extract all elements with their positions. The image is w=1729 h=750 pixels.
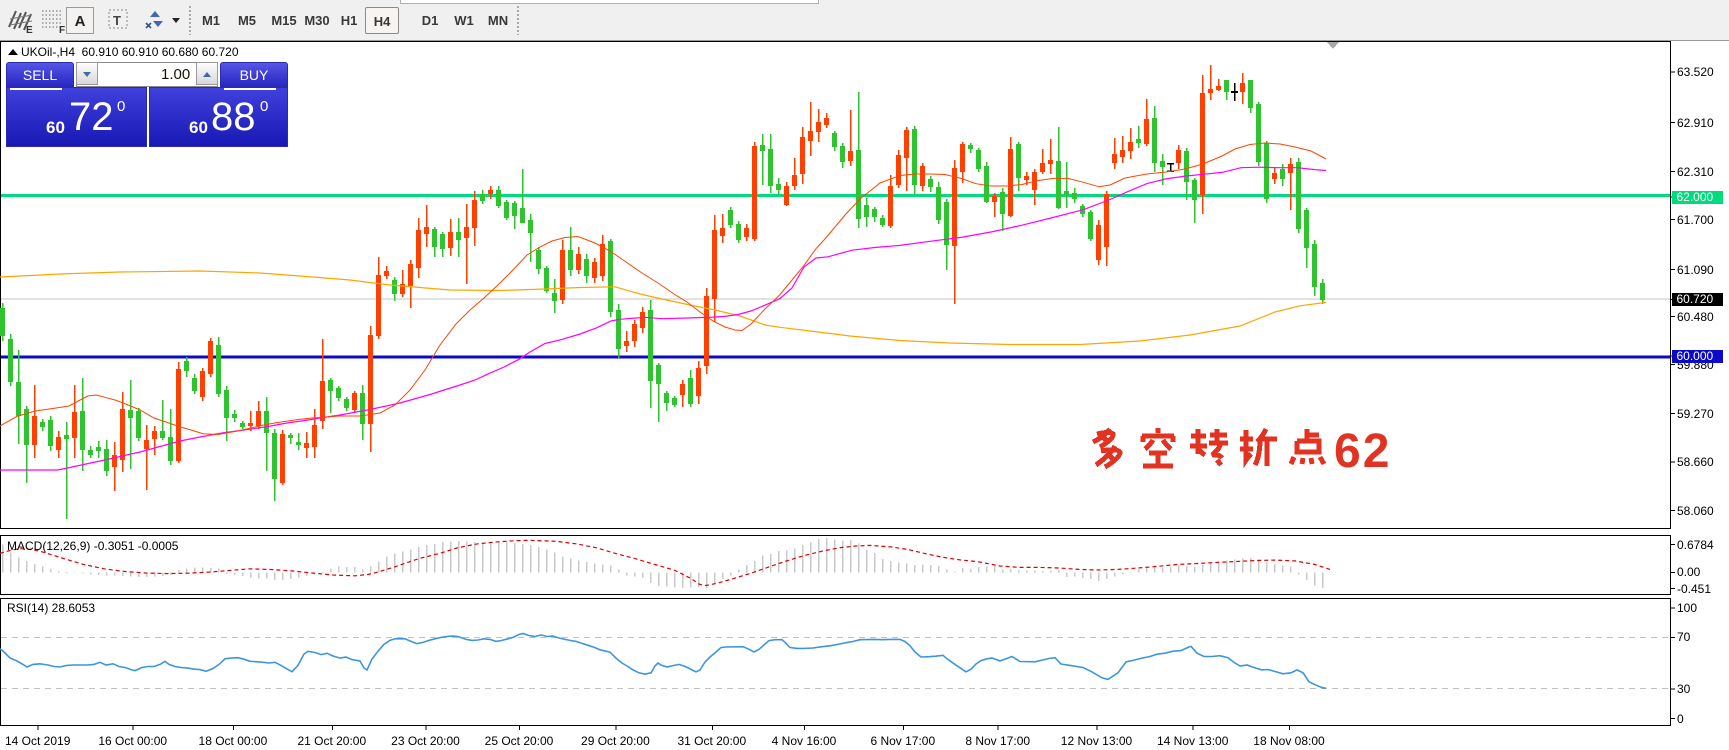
svg-text:E: E (26, 25, 33, 34)
svg-text:F: F (59, 25, 65, 34)
svg-text:T: T (113, 13, 121, 28)
svg-text:62: 62 (1334, 425, 1391, 478)
